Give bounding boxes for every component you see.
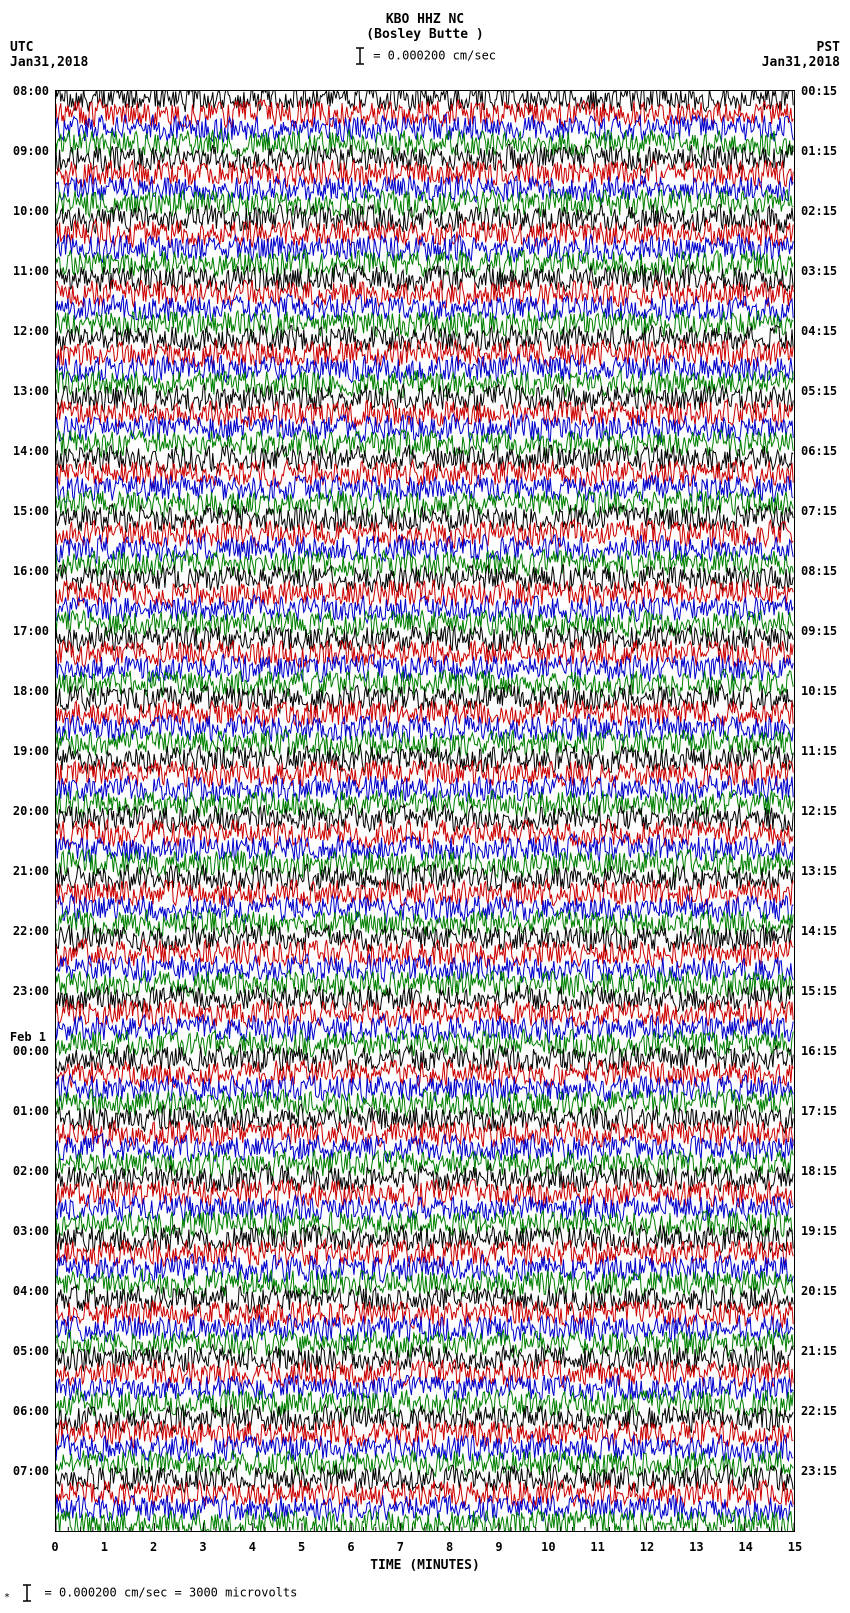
utc-hour-label: Feb 100:00 [13,1044,49,1058]
pst-hour-label: 18:15 [801,1164,837,1178]
seismic-trace [56,610,793,638]
seismic-trace [56,1074,793,1103]
x-tick-label: 9 [495,1540,502,1554]
seismogram-container: KBO HHZ NC (Bosley Butte ) = 0.000200 cm… [0,0,850,1613]
pst-hour-label: 08:15 [801,564,837,578]
utc-hour-label: 07:00 [13,1464,49,1478]
pst-hour-label: 05:15 [801,384,837,398]
x-axis: TIME (MINUTES) 0123456789101112131415 [55,1530,795,1580]
pst-hour-label: 17:15 [801,1104,837,1118]
utc-hour-label: 12:00 [13,324,49,338]
pst-hour-label: 06:15 [801,444,837,458]
scale-bar-icon [21,1583,33,1603]
x-tick-label: 12 [640,1540,654,1554]
pst-hour-label: 11:15 [801,744,837,758]
pst-hour-label: 10:15 [801,684,837,698]
utc-hour-label: 20:00 [13,804,49,818]
utc-hour-label: 14:00 [13,444,49,458]
pst-hour-label: 15:15 [801,984,837,998]
utc-hour-label: 19:00 [13,744,49,758]
footer: * = 0.000200 cm/sec = 3000 microvolts [4,1583,297,1603]
tz-left: UTC [10,40,88,55]
x-tick-label: 10 [541,1540,555,1554]
utc-hour-label: 10:00 [13,204,49,218]
utc-hour-label: 21:00 [13,864,49,878]
utc-hour-label: 23:00 [13,984,49,998]
utc-hour-label: 08:00 [13,84,49,98]
utc-hour-label: 11:00 [13,264,49,278]
x-tick-label: 15 [788,1540,802,1554]
seismic-trace [56,294,793,322]
utc-hour-label: 17:00 [13,624,49,638]
seismogram-plot [55,90,795,1532]
utc-hour-label: 06:00 [13,1404,49,1418]
station-name: (Bosley Butte ) [0,27,850,42]
x-tick-label: 3 [199,1540,206,1554]
scale-label: = 0.000200 cm/sec [373,49,496,63]
pst-hour-label: 19:15 [801,1224,837,1238]
header-left: UTC Jan31,2018 [10,40,88,70]
utc-hour-label: 18:00 [13,684,49,698]
x-tick-label: 14 [738,1540,752,1554]
x-tick-label: 4 [249,1540,256,1554]
utc-hour-label: 01:00 [13,1104,49,1118]
utc-hour-label: 16:00 [13,564,49,578]
pst-hour-label: 21:15 [801,1344,837,1358]
seismic-trace [56,310,793,338]
seismic-trace [56,1269,793,1297]
x-tick-label: 7 [397,1540,404,1554]
seismic-trace [56,1150,793,1177]
pst-hour-label: 00:15 [801,84,837,98]
pst-hour-label: 03:15 [801,264,837,278]
x-tick-label: 5 [298,1540,305,1554]
seismic-trace [56,400,793,428]
seismic-trace [56,1465,793,1493]
utc-hour-label: 15:00 [13,504,49,518]
utc-hour-label: 22:00 [13,924,49,938]
pst-hour-label: 22:15 [801,1404,837,1418]
x-axis-title: TIME (MINUTES) [55,1558,795,1573]
x-tick-label: 6 [347,1540,354,1554]
seismic-trace [56,879,793,907]
pst-hour-label: 07:15 [801,504,837,518]
utc-hour-label: 13:00 [13,384,49,398]
pst-hour-label: 04:15 [801,324,837,338]
pst-hour-label: 01:15 [801,144,837,158]
pst-hour-label: 02:15 [801,204,837,218]
footer-text: = 0.000200 cm/sec = 3000 microvolts [45,1586,298,1600]
tz-right: PST [762,40,840,55]
scale-reference: = 0.000200 cm/sec [0,46,850,66]
header-right: PST Jan31,2018 [762,40,840,70]
utc-hour-label: 02:00 [13,1164,49,1178]
traces-svg [56,91,794,1531]
station-code: KBO HHZ NC [0,12,850,27]
utc-hour-label: 03:00 [13,1224,49,1238]
pst-hour-label: 14:15 [801,924,837,938]
x-tick-label: 8 [446,1540,453,1554]
footer-asterisk: * [4,1592,10,1603]
seismic-trace [56,1044,793,1072]
date-left: Jan31,2018 [10,55,88,70]
utc-hour-label: 09:00 [13,144,49,158]
seismic-trace [56,1254,793,1282]
pst-hour-label: 16:15 [801,1044,837,1058]
seismic-trace [56,1194,793,1222]
seismic-trace [56,234,793,262]
header: KBO HHZ NC (Bosley Butte ) = 0.000200 cm… [0,12,850,66]
x-tick-label: 13 [689,1540,703,1554]
pst-hour-label: 13:15 [801,864,837,878]
x-tick-label: 2 [150,1540,157,1554]
pst-hour-label: 12:15 [801,804,837,818]
x-tick-label: 1 [101,1540,108,1554]
utc-hour-label: 04:00 [13,1284,49,1298]
utc-hour-label: 05:00 [13,1344,49,1358]
x-tick-label: 0 [51,1540,58,1554]
pst-hour-label: 20:15 [801,1284,837,1298]
pst-hour-label: 23:15 [801,1464,837,1478]
x-tick-label: 11 [590,1540,604,1554]
scale-bar-icon [354,46,366,66]
pst-hour-label: 09:15 [801,624,837,638]
date-right: Jan31,2018 [762,55,840,70]
seismic-trace [56,414,793,442]
